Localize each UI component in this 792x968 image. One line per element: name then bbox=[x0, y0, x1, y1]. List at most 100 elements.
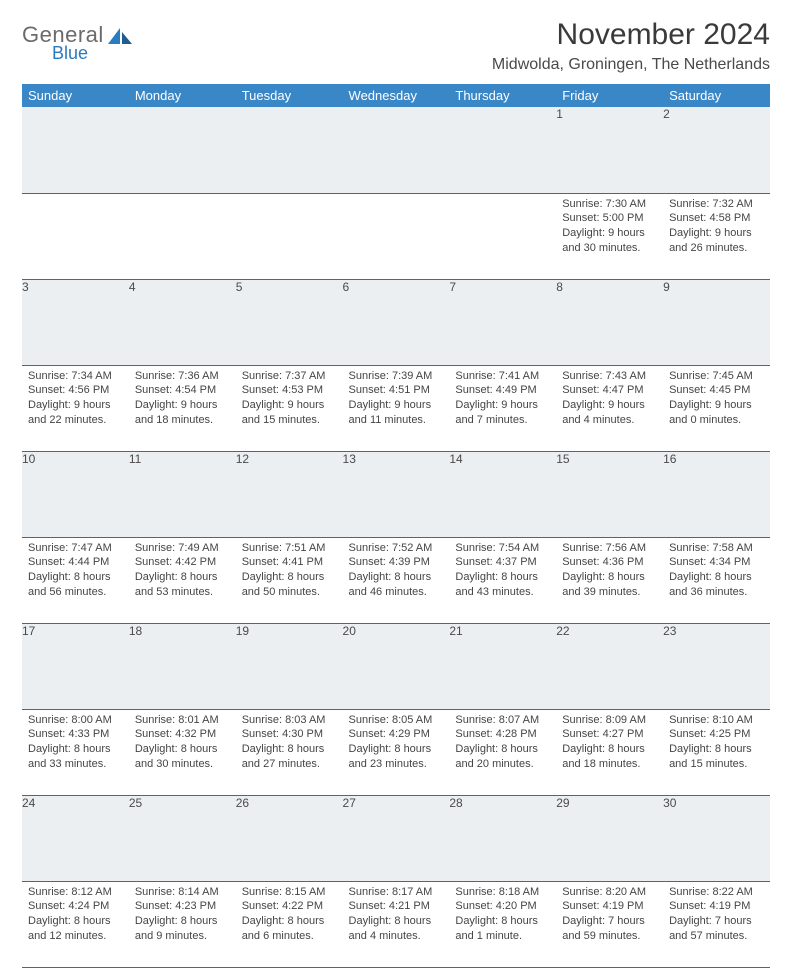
day-header: Saturday bbox=[663, 84, 770, 107]
day-number-cell: 3 bbox=[22, 279, 129, 365]
sunset-label: Sunset: bbox=[669, 212, 706, 224]
sunrise-label: Sunrise: bbox=[349, 370, 389, 382]
day-details: Sunrise: 8:00 AMSunset: 4:33 PMDaylight:… bbox=[22, 710, 129, 776]
location: Midwolda, Groningen, The Netherlands bbox=[492, 56, 770, 74]
day-number-cell bbox=[22, 107, 129, 193]
day-cell: Sunrise: 7:45 AMSunset: 4:45 PMDaylight:… bbox=[663, 365, 770, 451]
sunset-label: Sunset: bbox=[669, 728, 706, 740]
day-cell: Sunrise: 8:00 AMSunset: 4:33 PMDaylight:… bbox=[22, 709, 129, 795]
sunrise-value: 7:49 AM bbox=[178, 542, 218, 554]
sunset-label: Sunset: bbox=[562, 384, 599, 396]
daylight-label: Daylight: bbox=[349, 743, 392, 755]
week-row: Sunrise: 8:00 AMSunset: 4:33 PMDaylight:… bbox=[22, 709, 770, 795]
day-details: Sunrise: 7:49 AMSunset: 4:42 PMDaylight:… bbox=[129, 538, 236, 604]
day-details: Sunrise: 8:17 AMSunset: 4:21 PMDaylight:… bbox=[343, 882, 450, 948]
sunrise-value: 7:30 AM bbox=[606, 198, 646, 210]
logo-text-blue: Blue bbox=[52, 44, 104, 62]
day-details: Sunrise: 7:51 AMSunset: 4:41 PMDaylight:… bbox=[236, 538, 343, 604]
sunrise-label: Sunrise: bbox=[455, 886, 495, 898]
day-number-cell: 7 bbox=[449, 279, 556, 365]
day-header: Monday bbox=[129, 84, 236, 107]
sail-icon bbox=[108, 28, 134, 50]
sunset-label: Sunset: bbox=[28, 728, 65, 740]
day-details: Sunrise: 8:12 AMSunset: 4:24 PMDaylight:… bbox=[22, 882, 129, 948]
sunrise-label: Sunrise: bbox=[349, 714, 389, 726]
day-number-cell: 21 bbox=[449, 623, 556, 709]
day-cell: Sunrise: 7:52 AMSunset: 4:39 PMDaylight:… bbox=[343, 537, 450, 623]
day-number-cell: 20 bbox=[343, 623, 450, 709]
day-details: Sunrise: 8:10 AMSunset: 4:25 PMDaylight:… bbox=[663, 710, 770, 776]
day-cell bbox=[129, 193, 236, 279]
day-number-cell bbox=[343, 107, 450, 193]
sunrise-label: Sunrise: bbox=[28, 542, 68, 554]
sunset-label: Sunset: bbox=[28, 556, 65, 568]
daylight-label: Daylight: bbox=[135, 399, 178, 411]
day-details: Sunrise: 8:18 AMSunset: 4:20 PMDaylight:… bbox=[449, 882, 556, 948]
sunset-label: Sunset: bbox=[135, 728, 172, 740]
day-number-cell: 17 bbox=[22, 623, 129, 709]
sunset-value: 4:29 PM bbox=[389, 728, 430, 740]
day-cell: Sunrise: 8:14 AMSunset: 4:23 PMDaylight:… bbox=[129, 881, 236, 967]
sunrise-label: Sunrise: bbox=[135, 542, 175, 554]
daylight-label: Daylight: bbox=[562, 915, 605, 927]
day-cell: Sunrise: 7:34 AMSunset: 4:56 PMDaylight:… bbox=[22, 365, 129, 451]
day-cell: Sunrise: 8:10 AMSunset: 4:25 PMDaylight:… bbox=[663, 709, 770, 795]
day-details: Sunrise: 7:45 AMSunset: 4:45 PMDaylight:… bbox=[663, 366, 770, 432]
day-number-cell: 27 bbox=[343, 795, 450, 881]
day-details: Sunrise: 7:52 AMSunset: 4:39 PMDaylight:… bbox=[343, 538, 450, 604]
daylight-label: Daylight: bbox=[669, 743, 712, 755]
day-cell: Sunrise: 7:54 AMSunset: 4:37 PMDaylight:… bbox=[449, 537, 556, 623]
sunset-value: 4:41 PM bbox=[282, 556, 323, 568]
sunset-label: Sunset: bbox=[455, 384, 492, 396]
daylight-label: Daylight: bbox=[562, 743, 605, 755]
day-details: Sunrise: 7:43 AMSunset: 4:47 PMDaylight:… bbox=[556, 366, 663, 432]
sunset-value: 4:56 PM bbox=[68, 384, 109, 396]
sunrise-label: Sunrise: bbox=[669, 370, 709, 382]
daylight-label: Daylight: bbox=[242, 571, 285, 583]
day-number-cell: 22 bbox=[556, 623, 663, 709]
daylight-label: Daylight: bbox=[562, 227, 605, 239]
day-details: Sunrise: 7:54 AMSunset: 4:37 PMDaylight:… bbox=[449, 538, 556, 604]
day-cell: Sunrise: 7:43 AMSunset: 4:47 PMDaylight:… bbox=[556, 365, 663, 451]
sunrise-label: Sunrise: bbox=[562, 198, 602, 210]
day-number-cell bbox=[236, 107, 343, 193]
sunrise-label: Sunrise: bbox=[455, 370, 495, 382]
daylight-label: Daylight: bbox=[349, 915, 392, 927]
day-number-cell: 19 bbox=[236, 623, 343, 709]
daylight-label: Daylight: bbox=[455, 399, 498, 411]
day-details: Sunrise: 7:41 AMSunset: 4:49 PMDaylight:… bbox=[449, 366, 556, 432]
sunset-label: Sunset: bbox=[349, 900, 386, 912]
day-cell bbox=[343, 193, 450, 279]
sunset-label: Sunset: bbox=[28, 900, 65, 912]
week-row: Sunrise: 7:34 AMSunset: 4:56 PMDaylight:… bbox=[22, 365, 770, 451]
sunset-value: 4:19 PM bbox=[603, 900, 644, 912]
title-block: November 2024 Midwolda, Groningen, The N… bbox=[492, 18, 770, 74]
sunrise-value: 7:43 AM bbox=[606, 370, 646, 382]
day-cell: Sunrise: 7:49 AMSunset: 4:42 PMDaylight:… bbox=[129, 537, 236, 623]
day-details: Sunrise: 7:37 AMSunset: 4:53 PMDaylight:… bbox=[236, 366, 343, 432]
sunset-value: 4:47 PM bbox=[603, 384, 644, 396]
sunset-value: 4:23 PM bbox=[175, 900, 216, 912]
day-number-cell: 4 bbox=[129, 279, 236, 365]
sunrise-value: 7:45 AM bbox=[712, 370, 752, 382]
sunrise-label: Sunrise: bbox=[349, 542, 389, 554]
daylight-label: Daylight: bbox=[242, 399, 285, 411]
day-details: Sunrise: 8:15 AMSunset: 4:22 PMDaylight:… bbox=[236, 882, 343, 948]
daylight-label: Daylight: bbox=[669, 571, 712, 583]
sunrise-label: Sunrise: bbox=[242, 714, 282, 726]
day-cell bbox=[449, 193, 556, 279]
sunrise-label: Sunrise: bbox=[242, 886, 282, 898]
sunset-value: 4:19 PM bbox=[709, 900, 750, 912]
daylight-label: Daylight: bbox=[135, 915, 178, 927]
daynum-row: 24252627282930 bbox=[22, 795, 770, 881]
sunset-value: 4:37 PM bbox=[496, 556, 537, 568]
day-number-cell bbox=[449, 107, 556, 193]
daylight-label: Daylight: bbox=[28, 743, 71, 755]
daylight-label: Daylight: bbox=[242, 915, 285, 927]
sunset-label: Sunset: bbox=[135, 556, 172, 568]
day-number-cell: 26 bbox=[236, 795, 343, 881]
sunset-value: 4:45 PM bbox=[709, 384, 750, 396]
day-header-row: SundayMondayTuesdayWednesdayThursdayFrid… bbox=[22, 84, 770, 107]
sunset-label: Sunset: bbox=[242, 728, 279, 740]
day-details: Sunrise: 7:36 AMSunset: 4:54 PMDaylight:… bbox=[129, 366, 236, 432]
